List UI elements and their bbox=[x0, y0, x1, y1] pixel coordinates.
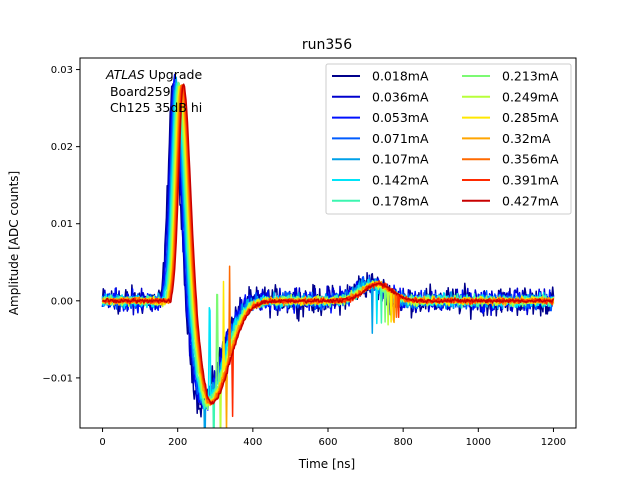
series-layer bbox=[101, 73, 555, 428]
legend-label: 0.053mA bbox=[372, 110, 429, 125]
legend-label: 0.32mA bbox=[502, 131, 551, 146]
legend-label: 0.178mA bbox=[372, 193, 429, 208]
legend-label: 0.036mA bbox=[372, 89, 429, 104]
y-tick-label: 0.01 bbox=[51, 219, 73, 230]
legend-frame bbox=[325, 63, 572, 215]
legend-label: 0.391mA bbox=[502, 173, 559, 188]
y-tick-label: −0.01 bbox=[42, 373, 73, 384]
annotation-line-3: Ch125 35dB hi bbox=[106, 100, 202, 115]
legend: 0.018mA 0.036mA 0.053mA 0.071mA 0.107mA 0.142… bbox=[325, 63, 572, 215]
annotation-line-1: ATLAS Upgrade bbox=[105, 67, 202, 82]
series-line-0.427mA bbox=[102, 83, 554, 405]
annotation-line-2: Board259 bbox=[106, 84, 171, 99]
y-axis-label: Amplitude [ADC counts] bbox=[7, 171, 21, 315]
legend-label: 0.018mA bbox=[372, 69, 429, 84]
x-tick-label: 1200 bbox=[541, 437, 566, 448]
x-tick-label: 400 bbox=[243, 437, 262, 448]
legend-label: 0.213mA bbox=[502, 69, 559, 84]
chart-title: run356 bbox=[302, 37, 352, 53]
legend-label: 0.427mA bbox=[502, 193, 559, 208]
y-axis-ticks: −0.01 0.00 0.01 0.02 0.03 bbox=[42, 65, 80, 384]
x-axis-ticks: 0 200 400 600 800 1000 1200 bbox=[99, 428, 566, 448]
legend-label: 0.356mA bbox=[502, 152, 559, 167]
legend-label: 0.142mA bbox=[372, 173, 429, 188]
x-tick-label: 800 bbox=[394, 437, 413, 448]
legend-label: 0.071mA bbox=[372, 131, 429, 146]
x-tick-label: 0 bbox=[99, 437, 105, 448]
atlas-annotation: ATLAS Upgrade Board259 Ch125 35dB hi bbox=[105, 67, 202, 115]
x-tick-label: 200 bbox=[168, 437, 187, 448]
x-tick-label: 600 bbox=[318, 437, 337, 448]
legend-label: 0.249mA bbox=[502, 89, 559, 104]
legend-label: 0.107mA bbox=[372, 152, 429, 167]
y-tick-label: 0.02 bbox=[51, 142, 73, 153]
x-tick-label: 1000 bbox=[466, 437, 491, 448]
y-tick-label: 0.00 bbox=[51, 296, 73, 307]
annotation-experiment: ATLAS bbox=[105, 67, 145, 82]
legend-label: 0.285mA bbox=[502, 110, 559, 125]
x-axis-label: Time [ns] bbox=[298, 457, 355, 471]
y-tick-label: 0.03 bbox=[51, 65, 73, 76]
annotation-upgrade: Upgrade bbox=[145, 67, 203, 82]
